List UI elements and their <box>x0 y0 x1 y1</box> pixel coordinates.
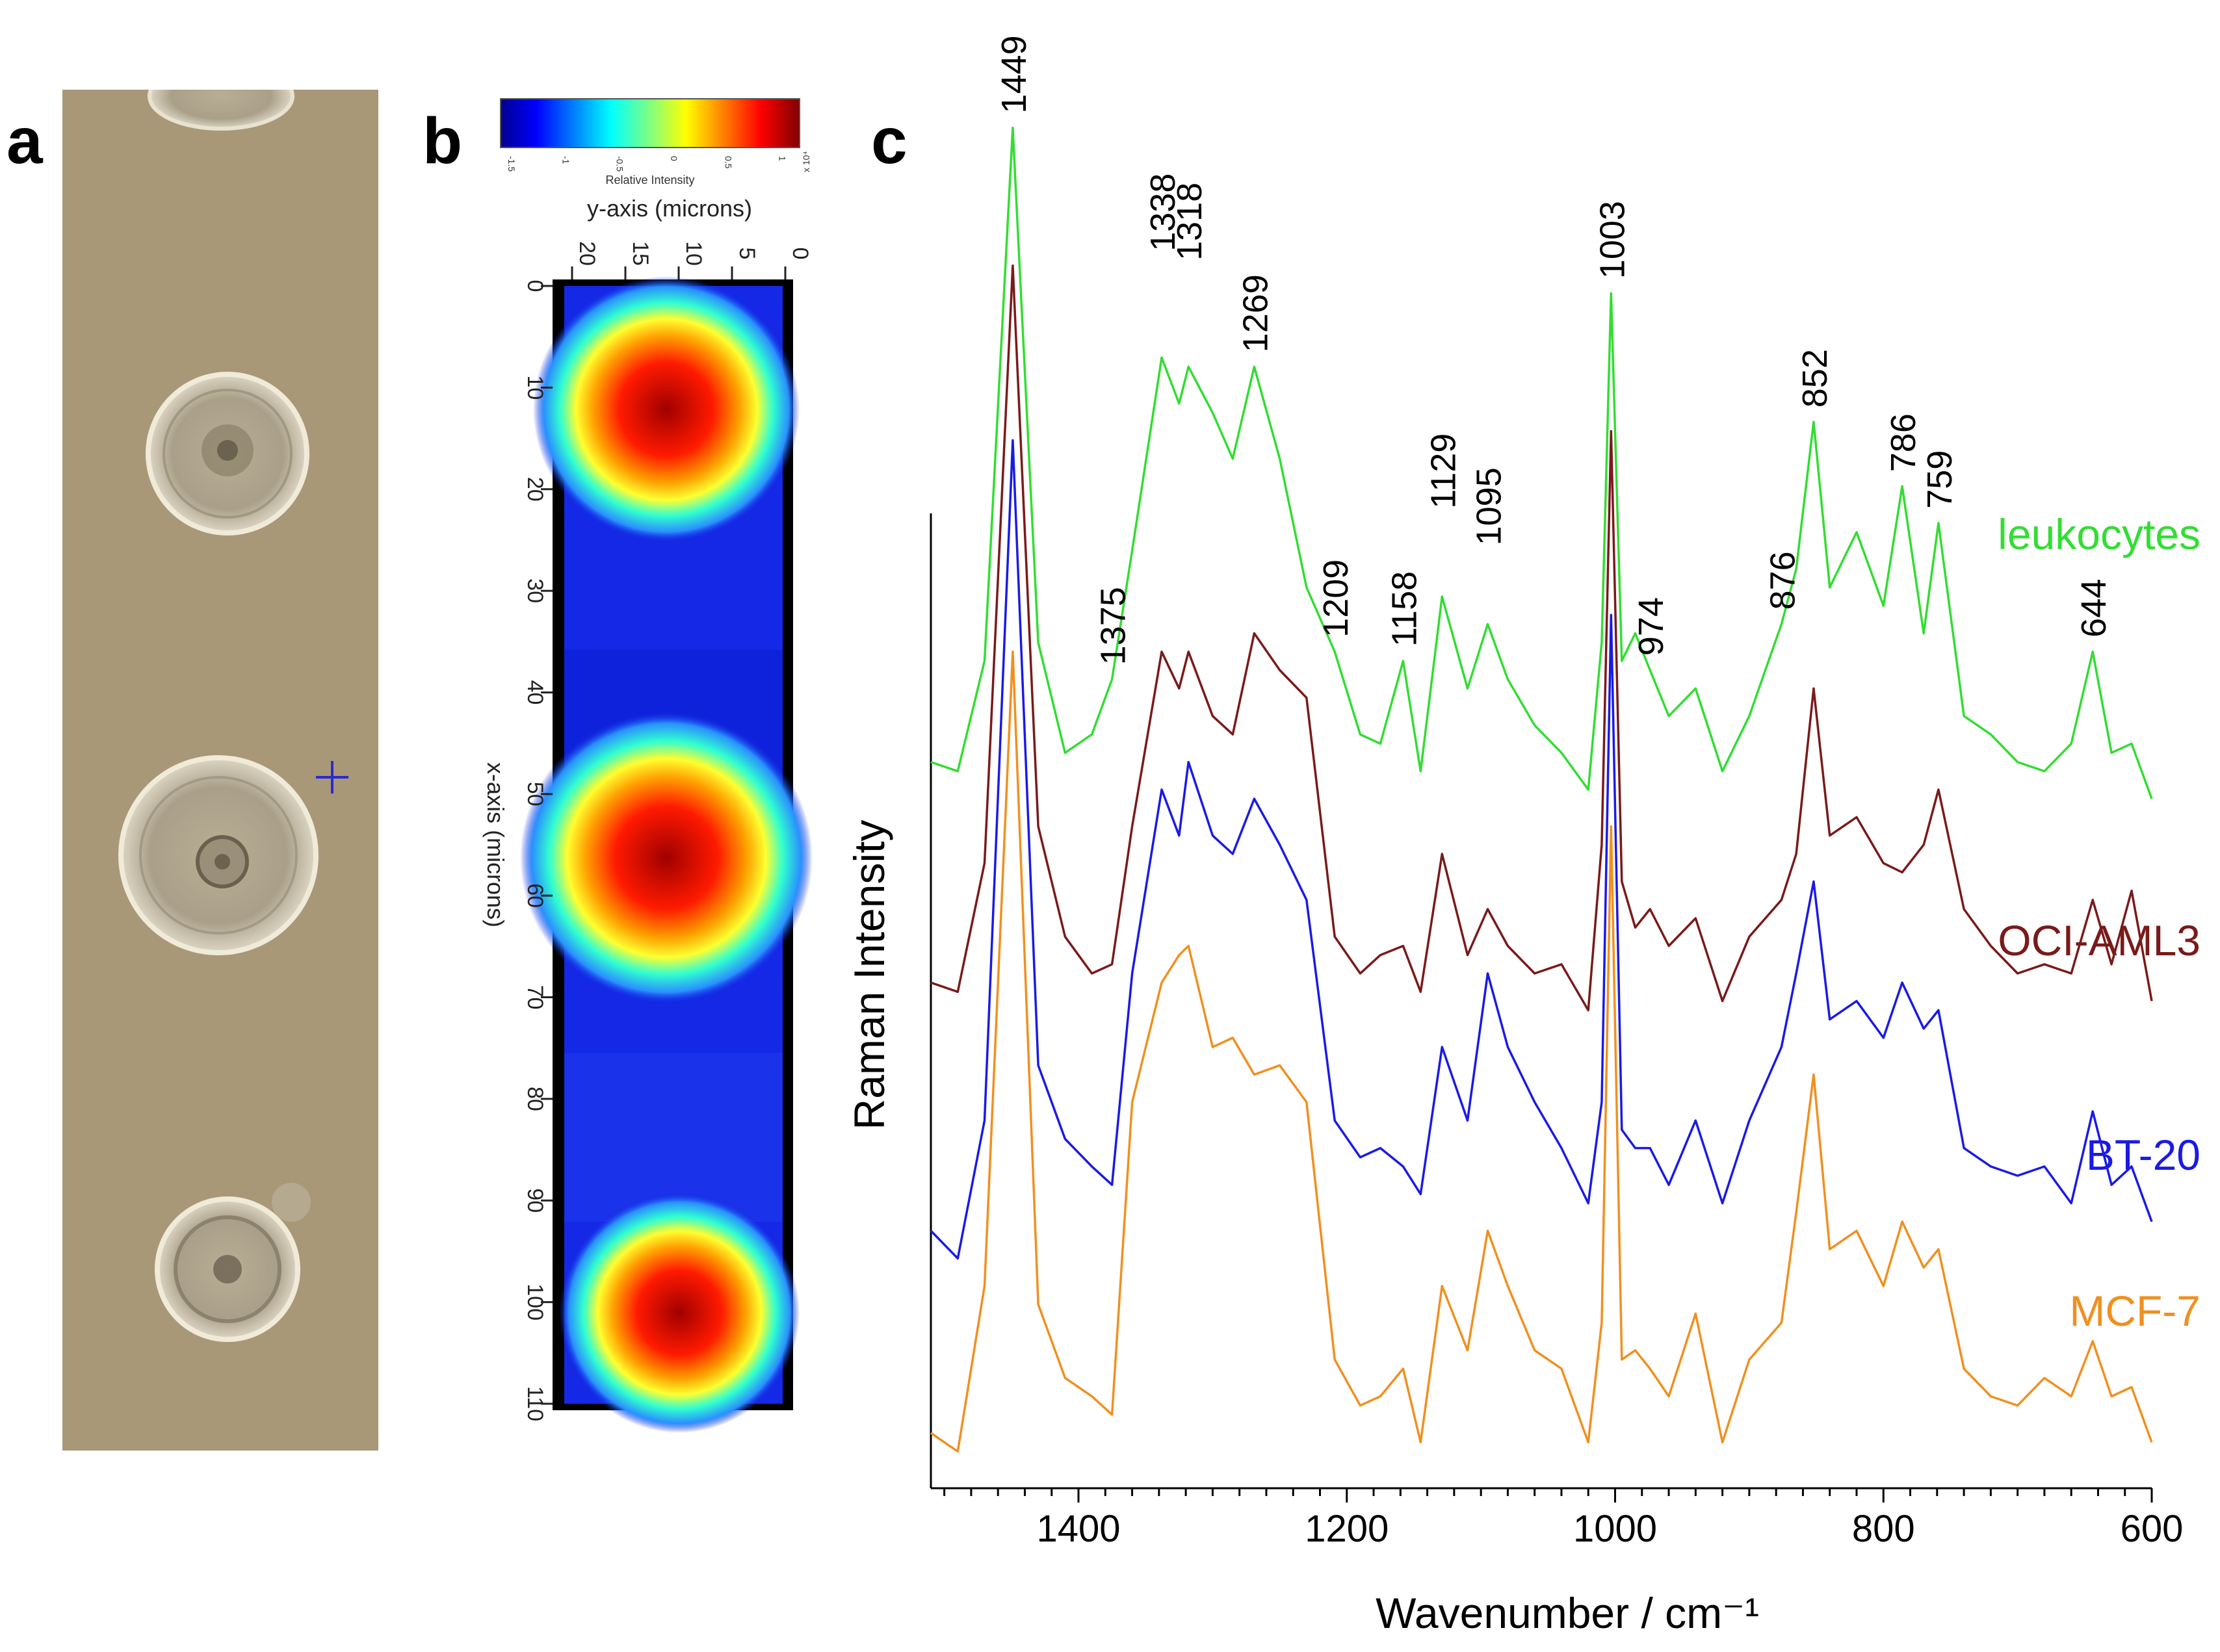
map-hotspot-2 <box>520 712 813 1004</box>
peak-label: 876 <box>1763 551 1802 610</box>
brightfield-micrograph <box>62 62 378 1451</box>
map-x-tick-label: 0 <box>523 280 547 292</box>
series-line-leukocytes <box>930 126 2153 799</box>
map-y-tick-label: 5 <box>735 248 759 260</box>
map-x-tick-label: 30 <box>523 578 547 603</box>
series-label-oci-aml3: OCI-AML3 <box>1998 916 2200 964</box>
peak-label: 786 <box>1884 413 1923 472</box>
map-x-tick-label: 60 <box>523 883 547 908</box>
panel-c-letter: c <box>871 105 908 177</box>
map-y-axis-label: y-axis (microns) <box>587 195 752 222</box>
y-axis-label: Raman Intensity <box>845 820 893 1130</box>
colorbar-label: Relative Intensity <box>605 174 694 187</box>
map-x-tick-label: 80 <box>523 1087 547 1111</box>
series-label-leukocytes: leukocytes <box>1998 510 2200 558</box>
panel-b-letter: b <box>423 105 463 177</box>
map-x-axis-label: x-axis (microns) <box>482 762 509 927</box>
map-x-tick-label: 110 <box>523 1386 547 1421</box>
colorbar-tick-label: -0.5 <box>615 156 625 172</box>
map-x-tick-label: 50 <box>523 782 547 807</box>
raman-spectra-panel: 1400 1200 1000 800 600 Wavenumber / cm⁻¹ Raman… <box>845 0 2220 1649</box>
peak-label: 759 <box>1920 450 1959 509</box>
map-x-tick-label: 100 <box>523 1284 547 1321</box>
series-line-mcf-7 <box>930 651 2153 1453</box>
panel-a-letter: a <box>7 105 43 177</box>
crosshair-marker-icon <box>316 761 348 794</box>
peak-label: 1449 <box>995 35 1034 113</box>
peak-label: 1338 <box>1143 174 1182 252</box>
map-x-tick-label: 20 <box>523 477 547 502</box>
raman-intensity-map <box>520 276 813 1433</box>
raman-map-panel: -1.5 -1 -0.5 0 0.5 1 x 10⁴ Relative Intensity… <box>455 91 845 1508</box>
colorbar-tick-label: 1 <box>777 156 788 161</box>
peak-label: 1003 <box>1593 201 1632 279</box>
colorbar-tick-label: 0 <box>669 156 679 161</box>
map-x-tick-label: 90 <box>523 1188 547 1213</box>
peak-label: 1095 <box>1469 467 1508 545</box>
map-y-tick-label: 15 <box>628 241 653 266</box>
peak-label: 974 <box>1632 597 1671 656</box>
peak-label: 1318 <box>1170 183 1209 261</box>
map-y-tick-label: 0 <box>788 248 813 260</box>
cell-3 <box>155 1183 311 1342</box>
peak-label: 1375 <box>1094 587 1133 665</box>
peak-label: 644 <box>2074 579 2113 638</box>
map-y-tick-label: 10 <box>681 241 706 266</box>
colorbar-tick-label: -1 <box>560 156 571 164</box>
peak-label: 1269 <box>1236 274 1275 352</box>
map-hotspot-3 <box>559 1193 800 1433</box>
map-x-tick-label: 70 <box>523 985 547 1010</box>
colorbar-tick-label: 0.5 <box>723 156 733 169</box>
map-x-tick-label: 10 <box>523 375 547 400</box>
map-hotspot-1 <box>533 276 800 543</box>
map-x-tick-label: 40 <box>523 680 547 705</box>
peak-label: 1129 <box>1424 433 1463 509</box>
x-tick-label: 1400 <box>1036 1508 1120 1550</box>
series-line-oci-aml3 <box>930 264 2153 1012</box>
x-tick-label: 1200 <box>1305 1508 1389 1550</box>
x-axis-label: Wavenumber / cm⁻¹ <box>1376 1589 1759 1637</box>
cell-2 <box>118 755 319 955</box>
x-tick-label: 800 <box>1852 1508 1915 1550</box>
cell-1 <box>146 372 309 536</box>
x-tick-label: 1000 <box>1573 1508 1657 1550</box>
colorbar-multiplier: x 10⁴ <box>801 151 811 172</box>
peak-label: 1158 <box>1385 571 1424 647</box>
series-line-bt-20 <box>930 439 2153 1260</box>
peak-label: 1209 <box>1316 560 1355 638</box>
map-y-tick-label: 20 <box>575 241 599 266</box>
colorbar-tick-label: -1.5 <box>506 156 517 172</box>
series-label-mcf-7: MCF-7 <box>2069 1287 2200 1335</box>
colorbar: -1.5 -1 -0.5 0 0.5 1 x 10⁴ Relative Intensity <box>500 98 811 187</box>
peak-label: 852 <box>1796 349 1835 407</box>
x-tick-label: 600 <box>2121 1508 2184 1550</box>
series-label-bt-20: BT-20 <box>2086 1131 2200 1179</box>
